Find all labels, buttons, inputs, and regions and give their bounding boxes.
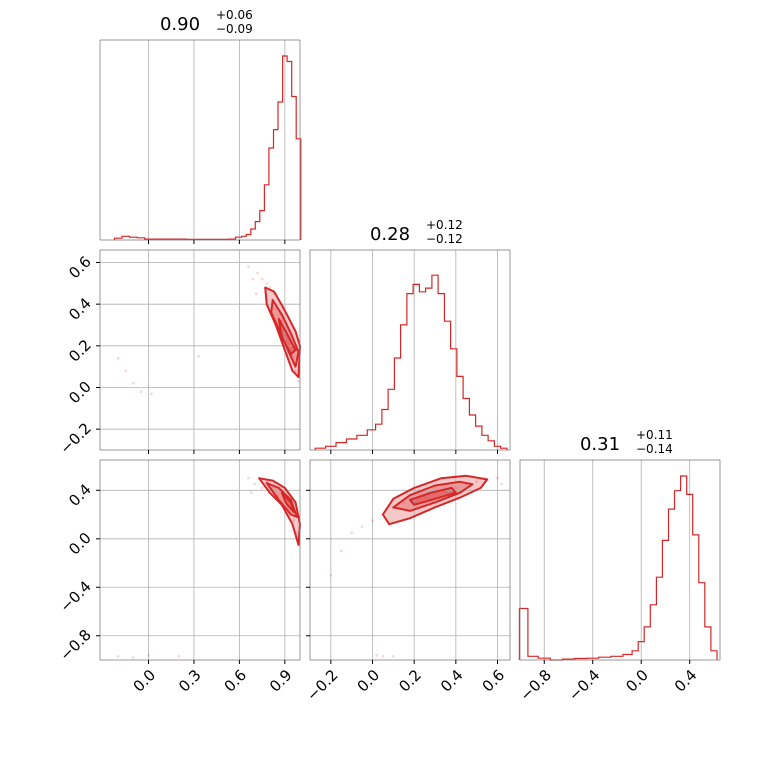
scatter-point	[250, 491, 253, 495]
x-tick-label: −0.8	[516, 666, 554, 704]
scatter-point	[197, 354, 200, 358]
contour-line	[270, 299, 300, 368]
histogram-step-line	[113, 55, 302, 240]
scatter-point	[292, 519, 296, 522]
contour-line	[280, 491, 295, 514]
scatter-point	[253, 482, 256, 486]
y-tick-label: 0.2	[65, 336, 95, 366]
x-tick-label: −0.2	[303, 666, 341, 704]
histogram-step-line	[314, 274, 508, 450]
panel-frame	[309, 249, 511, 451]
parameter-median: 0.31	[580, 434, 620, 455]
parameter-error-plus: +0.11	[636, 428, 673, 442]
scatter-point	[177, 655, 181, 658]
contour-line	[277, 317, 297, 356]
parameter-error-minus: −0.12	[426, 232, 463, 246]
parameter-title: 0.31 +0.11−0.14	[580, 428, 673, 456]
contour-line	[258, 477, 301, 546]
y-tick-label: 0.0	[65, 529, 95, 559]
parameter-error-plus: +0.12	[426, 218, 463, 232]
scatter-point	[147, 653, 150, 657]
y-tick-label: 0.0	[65, 378, 95, 408]
scatter-point	[265, 281, 269, 285]
scatter-point	[254, 292, 258, 296]
scatter-point	[116, 356, 120, 360]
histogram-step-line	[518, 475, 718, 661]
ticks-layer: −0.2 0.0 0.2 0.4 0.6 0.0 0.3 0.6 0.9 −0.8 −0.4 0.0 0…	[56, 240, 700, 705]
parameter-title: 0.90 +0.06−0.09	[160, 8, 253, 36]
contour-line	[392, 480, 474, 512]
scatter-point	[131, 656, 135, 659]
panel-frame	[99, 459, 301, 661]
scatter-point	[402, 501, 406, 504]
x-tick-label: 0.6	[479, 666, 509, 696]
scatter-point	[247, 476, 250, 480]
scatter-point	[375, 653, 379, 657]
scatter-point	[116, 655, 120, 658]
panel-frame	[99, 39, 301, 241]
scatter-point	[391, 655, 395, 658]
parameter-median: 0.28	[370, 224, 410, 245]
y-tick-label: 0.4	[65, 480, 95, 510]
scatter-point	[295, 531, 299, 535]
scatter-point	[381, 655, 385, 658]
x-tick-label: −0.4	[565, 666, 603, 704]
x-tick-label: 0.4	[437, 666, 467, 696]
parameter-title: 0.28 +0.12−0.12	[370, 218, 463, 246]
scatter-point	[350, 531, 354, 535]
y-tick-label: −0.2	[56, 419, 94, 457]
contour-line	[265, 482, 298, 518]
scatter-point	[150, 392, 153, 396]
panel-frame	[519, 459, 721, 661]
scatter-point	[475, 480, 479, 484]
panel-frame	[99, 249, 301, 451]
scatter-point	[256, 271, 259, 275]
scatter-point	[360, 525, 364, 529]
scatter-point	[454, 486, 458, 490]
x-tick-label: 0.3	[175, 666, 205, 696]
scatter-point	[131, 381, 135, 385]
scatter-point	[294, 369, 297, 373]
scatter-point	[297, 379, 300, 383]
scatter-point	[500, 482, 504, 486]
scatter-point	[247, 265, 250, 269]
scatter-point	[329, 573, 333, 577]
data-layer	[113, 55, 718, 661]
scatter-point	[260, 277, 264, 281]
x-tick-label: 0.6	[221, 666, 251, 696]
y-tick-label: −0.4	[56, 577, 94, 615]
scatter-point	[283, 334, 287, 337]
scatter-point	[139, 390, 143, 394]
x-tick-label: 0.0	[354, 666, 384, 696]
panel-frames	[99, 39, 721, 661]
x-tick-label: 0.2	[395, 666, 425, 696]
titles-layer: 0.90 +0.06−0.09 0.28 +0.12−0.12 0.31 +0.11−0.…	[160, 8, 673, 456]
y-tick-label: 0.6	[65, 253, 95, 283]
contour-fill	[382, 475, 488, 525]
contour-fill	[410, 487, 456, 505]
panel-frame	[309, 459, 511, 661]
parameter-error-minus: −0.14	[636, 442, 673, 456]
contour-line	[409, 486, 457, 506]
parameter-error-minus: −0.09	[216, 22, 253, 36]
x-tick-label: 0.0	[622, 666, 652, 696]
scatter-point	[251, 277, 255, 281]
scatter-point	[339, 549, 343, 553]
parameter-median: 0.90	[160, 14, 200, 35]
scatter-point	[371, 519, 374, 522]
contour-line	[381, 474, 489, 526]
scatter-point	[496, 476, 499, 480]
x-tick-label: 0.4	[671, 666, 701, 696]
scatter-point	[260, 486, 264, 490]
grid-layer	[100, 40, 691, 660]
y-tick-label: 0.4	[65, 294, 95, 324]
y-tick-label: −0.8	[56, 626, 94, 664]
scatter-point	[124, 369, 128, 373]
x-tick-label: 0.9	[266, 666, 296, 696]
parameter-error-plus: +0.06	[216, 8, 253, 22]
x-tick-label: 0.0	[130, 666, 160, 696]
